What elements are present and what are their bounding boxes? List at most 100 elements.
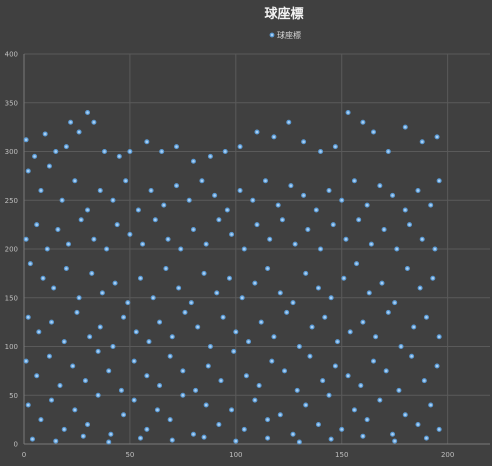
data-point [313,207,319,213]
data-point [315,422,321,428]
data-point [277,412,283,418]
data-point [38,417,44,423]
data-point [53,149,59,155]
data-point [25,168,31,174]
data-point [186,197,192,203]
data-point [407,222,413,228]
data-point [385,309,391,315]
data-point [205,363,211,369]
data-point [402,412,408,418]
data-point [152,217,158,223]
data-point [402,124,408,130]
legend-marker [269,32,275,38]
data-point [23,236,29,242]
data-point [252,280,258,286]
data-point [411,324,417,330]
data-point [97,188,103,194]
data-point [61,339,67,345]
data-point [258,319,264,325]
data-point [216,217,222,223]
data-point [315,285,321,291]
data-point [288,183,294,189]
data-point [286,119,292,125]
data-point [216,422,222,428]
x-tick-label: 200 [441,451,454,459]
data-point [89,270,95,276]
data-point [118,387,124,393]
data-point [55,227,61,233]
data-point [226,275,232,281]
data-point [135,207,141,213]
data-point [159,149,165,155]
data-point [404,266,410,272]
data-point [250,197,256,203]
data-point [133,329,139,335]
data-point [252,397,258,403]
x-tick-label: 0 [22,451,26,459]
data-point [165,236,171,242]
data-point [377,183,383,189]
data-point [328,295,334,301]
data-point [279,217,285,223]
data-point [434,134,440,140]
data-point [428,202,434,208]
data-point [163,266,169,272]
y-tick-label: 250 [5,197,18,205]
data-point [207,153,213,159]
data-point [284,309,290,315]
data-point [318,149,324,155]
data-point [328,436,334,442]
data-point [224,207,230,213]
data-point [307,353,313,359]
data-point [207,344,213,350]
data-point [351,407,357,413]
data-point [104,246,110,252]
data-point [292,241,298,247]
data-point [40,275,46,281]
data-point [415,188,421,194]
data-point [176,285,182,291]
data-point [275,202,281,208]
data-point [195,324,201,330]
data-point [23,137,29,143]
data-point [74,309,80,315]
data-point [392,438,398,444]
data-point [46,163,52,169]
data-point [428,402,434,408]
data-point [265,266,271,272]
data-point [123,178,129,184]
data-point [402,207,408,213]
data-point [345,109,351,115]
data-point [34,373,40,379]
data-point [178,246,184,252]
data-point [436,426,442,432]
data-point [53,438,59,444]
data-point [61,426,67,432]
data-point [180,392,186,398]
data-point [154,407,160,413]
data-point [220,314,226,320]
data-point [385,149,391,155]
data-point [91,119,97,125]
data-point [436,178,442,184]
data-point [140,241,146,247]
data-point [417,285,423,291]
data-point [231,348,237,354]
data-point [138,435,144,441]
data-point [243,373,249,379]
data-point [271,134,277,140]
data-point [85,422,91,428]
data-point [241,426,247,432]
data-point [23,358,29,364]
data-point [262,178,268,184]
data-point [222,149,228,155]
data-point [377,397,383,403]
data-point [229,231,235,237]
data-point [157,319,163,325]
data-point [108,431,114,437]
data-point [326,188,332,194]
data-point [101,149,107,155]
data-point [127,149,133,155]
